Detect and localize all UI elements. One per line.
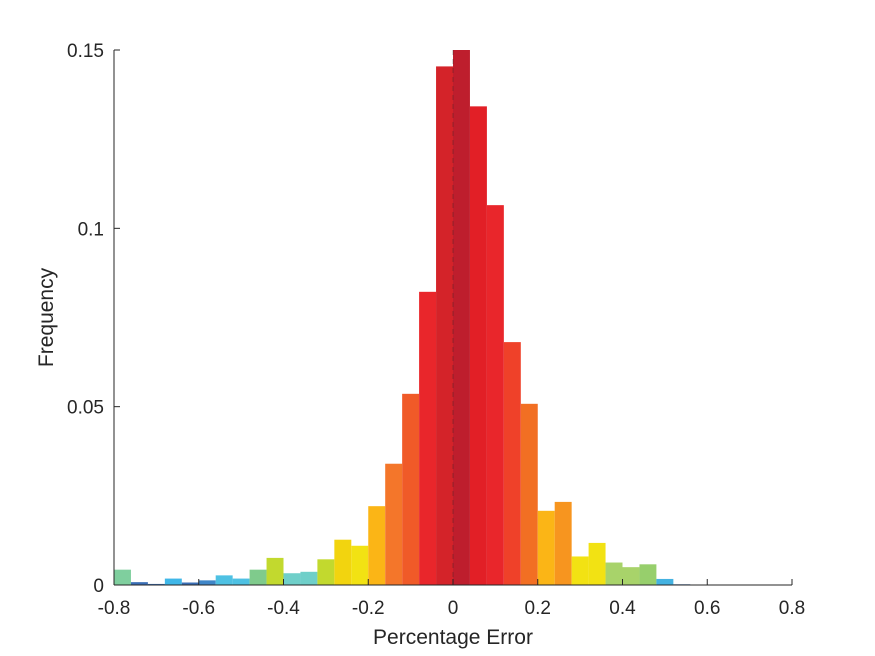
histogram-bar xyxy=(486,205,504,585)
y-tick-label: 0.1 xyxy=(78,219,104,240)
histogram-bar xyxy=(198,580,216,585)
x-tick-label: -0.4 xyxy=(267,598,300,619)
histogram-bar xyxy=(419,291,437,585)
histogram-bar xyxy=(639,564,657,585)
histogram-bar xyxy=(554,501,572,585)
y-tick-label: 0.05 xyxy=(67,398,104,419)
y-tick-label: 0.15 xyxy=(67,41,104,62)
y-tick-label: 0 xyxy=(93,576,104,597)
histogram-bar xyxy=(571,556,589,585)
histogram-bar xyxy=(520,403,538,585)
histogram-bar xyxy=(130,582,148,585)
histogram-bar xyxy=(232,578,250,585)
histogram-bar xyxy=(215,575,233,585)
x-tick-label: -0.2 xyxy=(352,598,385,619)
histogram-bar xyxy=(656,578,674,585)
x-tick-label: 0.6 xyxy=(694,598,720,619)
histogram-bar xyxy=(283,573,301,585)
histogram-bar xyxy=(537,510,555,585)
histogram-bar xyxy=(605,562,623,585)
x-tick-label: 0 xyxy=(448,598,459,619)
x-tick-label: 0.8 xyxy=(779,598,805,619)
histogram-bar xyxy=(385,463,403,585)
histogram-bar xyxy=(164,578,182,585)
axes-group: -0.8 -0.6 -0.4 -0.2 0 0.2 0.4 0.6 0.8 0 0.05 0.1 0.1… xyxy=(67,41,805,619)
histogram-bar xyxy=(114,569,131,585)
histogram-bar xyxy=(588,542,606,585)
x-tick-label: 0.4 xyxy=(609,598,636,619)
histogram-bar xyxy=(249,569,267,585)
histogram-bar xyxy=(503,342,521,585)
histogram-bar xyxy=(368,506,386,585)
histogram-bar xyxy=(266,557,284,585)
histogram-bar xyxy=(300,571,318,585)
histogram-bar xyxy=(622,567,640,585)
histogram-bar xyxy=(351,545,369,585)
bars-group xyxy=(114,50,792,585)
histogram-bar xyxy=(453,50,470,585)
x-axis-label: Percentage Error xyxy=(373,626,533,649)
histogram-bar xyxy=(147,583,165,585)
x-tick-label: -0.6 xyxy=(182,598,215,619)
y-axis-label: Frequency xyxy=(35,267,58,367)
histogram-bar xyxy=(317,559,335,585)
histogram-bar xyxy=(181,582,199,585)
x-tick-label: 0.2 xyxy=(525,598,551,619)
histogram-bar xyxy=(436,66,453,585)
histogram-bar xyxy=(469,106,487,585)
histogram-bar xyxy=(334,539,352,585)
histogram-bar xyxy=(402,393,420,585)
x-tick-label: -0.8 xyxy=(98,598,131,619)
